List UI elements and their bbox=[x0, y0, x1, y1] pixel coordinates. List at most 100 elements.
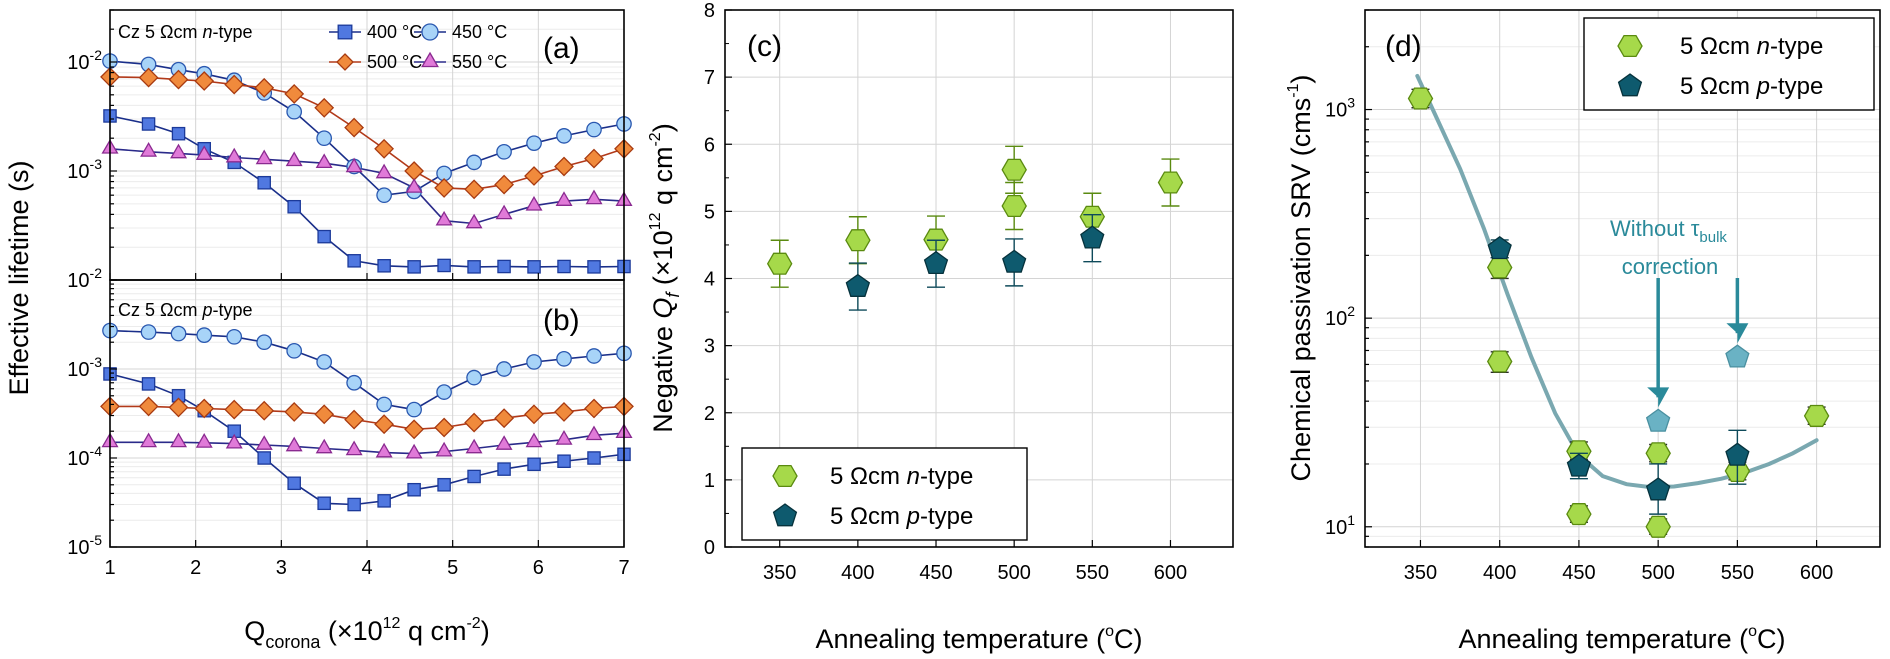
data-point bbox=[405, 178, 423, 193]
legend-label: 400 °C bbox=[367, 22, 422, 42]
data-point bbox=[376, 187, 392, 204]
data-point bbox=[766, 252, 793, 275]
y-tick-label: 10-5 bbox=[67, 532, 102, 559]
data-point bbox=[285, 151, 303, 167]
x-tick-label: 2 bbox=[190, 557, 201, 579]
data-point bbox=[1002, 249, 1027, 273]
data-point bbox=[555, 429, 573, 445]
x-tick-label: 5 bbox=[447, 557, 458, 579]
data-point bbox=[556, 128, 572, 144]
data-point bbox=[194, 398, 215, 419]
legend-marker bbox=[421, 51, 439, 68]
data-point bbox=[345, 440, 363, 456]
data-point bbox=[407, 482, 421, 497]
x-tick-label: 400 bbox=[1483, 562, 1516, 584]
data-point bbox=[344, 117, 365, 138]
y-tick-label: 1 bbox=[704, 470, 715, 492]
legend-marker bbox=[772, 503, 798, 527]
panel-d-legend: 5 Ωcm n-type 5 Ωcm p-type bbox=[1583, 17, 1875, 111]
x-tick-label: 350 bbox=[1404, 562, 1437, 584]
panel-a-title: Cz 5 Ωcm n-type bbox=[118, 22, 253, 42]
data-point bbox=[257, 451, 271, 465]
panel-a-label: (a) bbox=[543, 32, 580, 65]
x-tick-label: 600 bbox=[1154, 562, 1187, 584]
y-tick-label: 10-4 bbox=[67, 443, 102, 470]
y-tick-label: 10-3 bbox=[67, 354, 102, 381]
data-point bbox=[347, 497, 361, 512]
panel-c: 0 1 2 3 4 5 6 7 8 350 400 450 500 550 600 (c) 5 Ωcm n-… bbox=[704, 0, 1234, 584]
y-tick-label: 3 bbox=[704, 336, 715, 358]
data-point bbox=[138, 396, 159, 417]
data-point bbox=[138, 67, 159, 88]
data-point bbox=[586, 121, 602, 138]
y-tick-label: 5 bbox=[704, 201, 715, 223]
x-tick-label: 500 bbox=[1641, 562, 1674, 584]
data-point bbox=[1645, 477, 1671, 501]
data-point bbox=[1566, 453, 1592, 477]
data-point bbox=[406, 401, 422, 418]
data-point bbox=[287, 199, 301, 214]
legend-label: 550 °C bbox=[452, 52, 507, 72]
data-point bbox=[196, 327, 213, 344]
data-point bbox=[256, 334, 273, 351]
data-point bbox=[584, 398, 604, 419]
data-point bbox=[1407, 87, 1434, 110]
data-point bbox=[347, 254, 361, 268]
y-tick-label: 10-2 bbox=[67, 265, 102, 292]
data-point bbox=[435, 441, 453, 457]
data-point bbox=[317, 229, 331, 244]
data-point bbox=[377, 494, 391, 508]
data-point bbox=[225, 147, 243, 163]
legend-label: 450 °C bbox=[452, 22, 507, 42]
data-point bbox=[557, 259, 571, 274]
data-point bbox=[525, 432, 543, 448]
x-tick-label: 6 bbox=[533, 557, 544, 579]
panel-b: 1 2 3 4 5 6 710-510-410-310-2 Cz 5 Ωcm p-type … bbox=[67, 265, 634, 579]
data-point bbox=[1486, 350, 1513, 373]
panel-d-label: (d) bbox=[1385, 30, 1422, 63]
data-point bbox=[494, 174, 515, 195]
x-tick-label: 3 bbox=[276, 557, 287, 579]
data-point bbox=[435, 210, 453, 226]
data-point bbox=[375, 163, 393, 179]
data-point bbox=[140, 432, 158, 448]
data-point bbox=[194, 71, 215, 91]
legend-label: 5 Ωcm p-type bbox=[1680, 73, 1823, 100]
x-tick-label: 500 bbox=[997, 562, 1030, 584]
data-point bbox=[1566, 503, 1592, 526]
data-point bbox=[226, 328, 243, 345]
data-point bbox=[1645, 515, 1671, 538]
data-point bbox=[225, 433, 243, 449]
legend-label: 500 °C bbox=[367, 52, 422, 72]
data-point bbox=[315, 153, 333, 169]
data-point bbox=[254, 77, 275, 98]
data-point bbox=[1725, 344, 1750, 368]
panel-c-legend: 5 Ωcm n-type 5 Ωcm p-type bbox=[741, 447, 1028, 541]
data-point bbox=[1080, 225, 1105, 249]
y-tick-label: 10-3 bbox=[67, 156, 102, 183]
data-point bbox=[316, 130, 333, 147]
data-point bbox=[587, 260, 601, 274]
annotation-arrow-head bbox=[1647, 387, 1670, 408]
data-point bbox=[140, 141, 158, 157]
fit-curve bbox=[1415, 73, 1819, 490]
data-point bbox=[170, 143, 188, 159]
data-point bbox=[346, 374, 362, 391]
data-point bbox=[224, 74, 245, 95]
data-point bbox=[374, 414, 395, 435]
data-point bbox=[284, 83, 305, 104]
data-point bbox=[374, 138, 395, 159]
data-point bbox=[524, 166, 544, 186]
y-tick-label: 102 bbox=[1325, 303, 1355, 330]
data-point bbox=[195, 145, 213, 160]
data-point bbox=[526, 135, 542, 152]
data-point bbox=[497, 462, 511, 476]
data-point bbox=[923, 250, 949, 275]
data-point bbox=[585, 425, 603, 441]
data-point bbox=[557, 454, 571, 468]
legend-marker bbox=[336, 53, 354, 71]
data-point bbox=[255, 149, 273, 165]
data-point bbox=[140, 324, 157, 340]
legend-marker bbox=[337, 24, 353, 40]
